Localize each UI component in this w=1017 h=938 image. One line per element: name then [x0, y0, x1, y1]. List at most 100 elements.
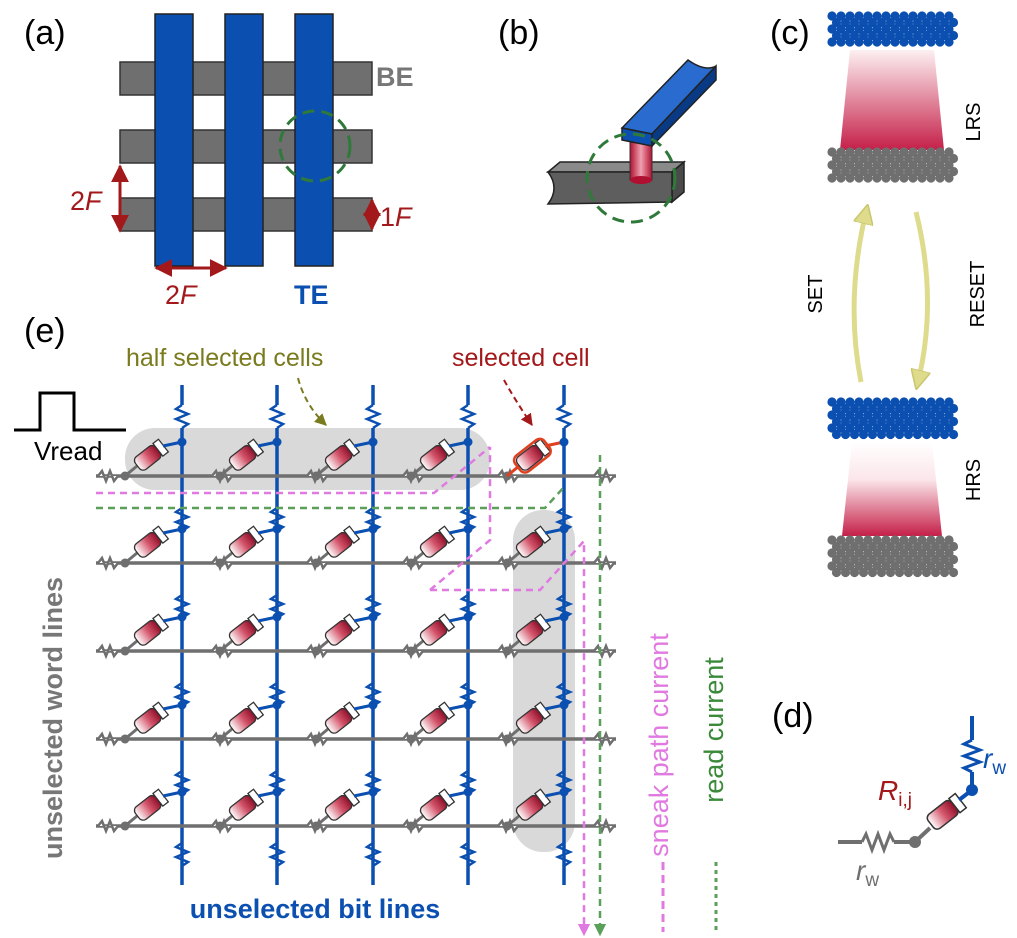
cell-lead	[410, 814, 424, 828]
lrs-bottom-atom	[872, 147, 882, 157]
sneak-path-segment-3	[429, 447, 492, 591]
cell-lead	[506, 639, 520, 653]
hrs-bottom-atom	[858, 554, 869, 565]
hrs-bottom-atom	[849, 554, 860, 565]
lrs-top-atom	[935, 37, 945, 47]
hrs-bottom-atom	[863, 535, 873, 545]
bit-line-resistor	[267, 681, 287, 708]
hrs-top-atom	[858, 403, 869, 414]
hrs-bottom-atom	[863, 548, 873, 558]
lrs-bottom-atom	[827, 147, 837, 157]
hrs-bottom-atom	[836, 535, 846, 545]
lrs-top-atom	[890, 37, 900, 47]
lrs-top-atom	[840, 30, 851, 41]
read-current-label: read current	[699, 657, 729, 803]
hrs-bottom-atom	[858, 567, 869, 578]
lrs-top-atom	[831, 30, 842, 41]
memory-cell	[324, 438, 361, 471]
lrs-top-atom	[890, 24, 900, 34]
hrs-top-atom	[876, 403, 887, 414]
hrs-bottom-atom	[831, 567, 842, 578]
lrs-bottom-atom	[845, 160, 855, 170]
cell-lead	[410, 727, 424, 741]
lrs-bottom-atom	[903, 166, 914, 177]
lrs-bottom-atom	[845, 173, 855, 183]
hrs-bottom-atom	[948, 554, 959, 565]
lrs-bottom-atom	[849, 166, 860, 177]
hrs-bottom-atom	[917, 561, 927, 571]
hrs-top-atom	[890, 423, 900, 433]
lrs-top-atom	[926, 11, 936, 21]
hrs-top-atom	[836, 423, 846, 433]
hrs-bottom-atom	[885, 554, 896, 565]
bit-line-node	[463, 612, 473, 622]
bit-line-node	[272, 524, 282, 534]
hrs-top-atom	[854, 410, 864, 420]
lrs-top-atom	[867, 17, 878, 28]
te-line-2	[224, 13, 264, 267]
hrs-bottom-atom	[849, 541, 860, 552]
lrs-top-atom	[876, 17, 887, 28]
hrs-bottom-atom	[840, 541, 851, 552]
hrs-bottom-atom	[845, 535, 855, 545]
bit-line-node	[272, 700, 282, 710]
hrs-top-atom	[921, 403, 932, 414]
memory-cell	[228, 701, 265, 734]
cell-lead	[315, 814, 329, 828]
cell-lead	[315, 727, 329, 741]
hrs-top-atom	[948, 403, 959, 414]
lrs-bottom-atom	[881, 147, 891, 157]
lrs-top-atom	[827, 11, 837, 21]
hrs-top-atom	[872, 423, 882, 433]
hrs-top-atom	[903, 403, 914, 414]
half-selected-arrow	[297, 377, 327, 426]
hrs-top-atom	[854, 397, 864, 407]
panel-b-label: (b)	[498, 14, 540, 52]
hrs-top-atom	[903, 416, 914, 427]
hrs-bottom-atom	[899, 535, 909, 545]
bit-line-resistor	[267, 769, 287, 796]
hrs-top-atom	[867, 403, 878, 414]
hrs-bottom-atom	[921, 554, 932, 565]
hrs-top-atom	[948, 429, 959, 440]
hrs-top-atom	[876, 416, 887, 427]
lrs-bottom-atom	[854, 147, 864, 157]
hrs-bottom-atom	[876, 541, 887, 552]
lrs-top-electrode-atoms	[827, 11, 959, 47]
memory-cell	[515, 788, 552, 821]
hrs-top-atom	[899, 397, 909, 407]
hrs-top-atom	[863, 410, 873, 420]
lrs-bottom-atom	[876, 153, 887, 164]
word-line-resistor	[593, 730, 615, 748]
hrs-top-atom	[948, 416, 959, 427]
lrs-top-atom	[845, 24, 855, 34]
lrs-top-atom	[930, 30, 941, 41]
bit-line-node	[559, 787, 569, 797]
memory-cell	[133, 788, 170, 821]
hrs-top-atom	[912, 416, 923, 427]
hrs-top-electrode-atoms	[827, 397, 959, 440]
d-bitline-resistor	[959, 738, 985, 774]
hrs-top-atom	[894, 416, 905, 427]
lrs-bottom-atom	[858, 166, 869, 177]
lrs-top-atom	[939, 30, 950, 41]
hrs-bottom-atom	[890, 548, 900, 558]
hrs-bottom-atom	[899, 561, 909, 571]
hrs-bottom-atom	[867, 541, 878, 552]
lrs-top-atom	[845, 11, 855, 21]
hrs-top-atom	[863, 397, 873, 407]
word-line-resistor	[97, 467, 119, 485]
hrs-top-atom	[921, 429, 932, 440]
lrs-top-atom	[881, 11, 891, 21]
bit-line-resistor	[363, 841, 383, 868]
lrs-top-atom	[890, 11, 900, 21]
hrs-top-atom	[890, 397, 900, 407]
hrs-top-atom	[849, 429, 860, 440]
cell-lead	[506, 727, 520, 741]
hrs-bottom-atom	[876, 554, 887, 565]
lrs-bottom-atom	[926, 173, 936, 183]
bit-line-resistor	[172, 403, 192, 430]
lrs-top-atom	[912, 17, 923, 28]
lrs-bottom-atom	[894, 166, 905, 177]
hrs-top-atom	[872, 397, 882, 407]
